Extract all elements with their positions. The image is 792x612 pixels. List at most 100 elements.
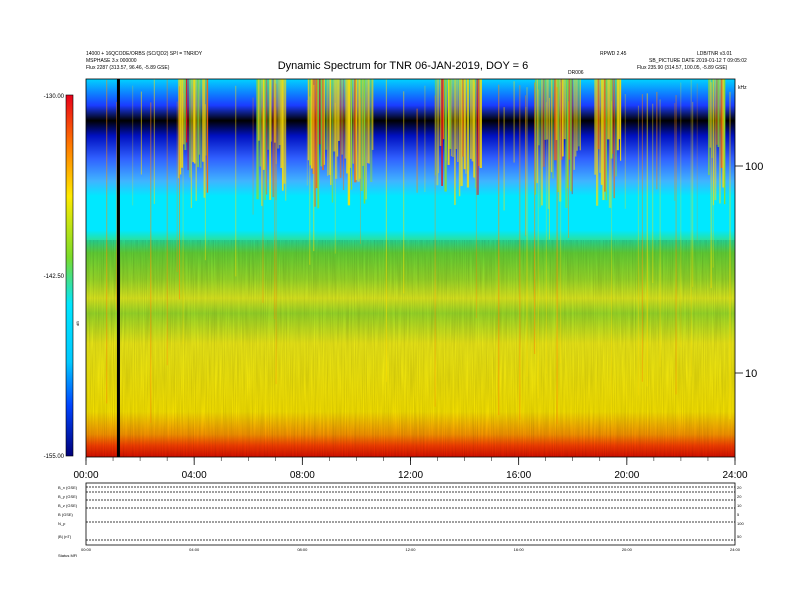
streak: [475, 79, 477, 319]
streak: [534, 82, 536, 354]
burst-stripe: [347, 79, 351, 206]
burst-stripe: [434, 79, 437, 176]
streak: [710, 82, 712, 289]
burst-stripe: [608, 79, 612, 208]
streak: [729, 91, 731, 420]
burst-stripe: [363, 79, 366, 204]
colorbar-label: dB: [75, 321, 80, 326]
burst-stripe: [325, 79, 328, 150]
lower-right-tick-1: 20: [737, 485, 742, 490]
burst-stripe: [320, 79, 323, 167]
streak: [641, 94, 643, 382]
burst-stripe: [269, 79, 272, 200]
burst-stripe: [574, 79, 577, 157]
lower-panels: 00:00 04:00 08:00 12:00 16:00 20:00 24:00: [81, 486, 741, 552]
burst-stripe: [463, 79, 466, 170]
burst-stripe: [602, 79, 605, 201]
x-tick-label: 24:00: [722, 470, 747, 481]
burst-stripe: [557, 79, 560, 193]
burst-stripe: [192, 79, 195, 163]
streak: [556, 87, 558, 425]
right-corner-unit: kHz: [738, 85, 747, 91]
burst-stripe: [318, 79, 321, 145]
y-tick-100: 100: [745, 161, 763, 173]
burst-stripe: [460, 79, 463, 187]
burst-stripe: [534, 79, 537, 195]
burst-stripe: [455, 79, 457, 150]
burst-stripe: [538, 79, 540, 146]
streak: [656, 91, 658, 190]
burst-stripe: [610, 79, 613, 159]
burst-stripe: [281, 79, 284, 191]
burst-stripe: [613, 79, 615, 199]
burst-stripe: [478, 79, 480, 167]
burst-stripe: [195, 79, 197, 201]
burst-stripe: [597, 79, 600, 150]
burst-stripe: [333, 79, 336, 152]
burst-stripe: [444, 79, 447, 192]
burst-stripe: [317, 79, 320, 209]
burst-stripe: [571, 79, 573, 195]
burst-stripe: [454, 79, 456, 206]
streak: [567, 101, 569, 238]
burst-stripe: [568, 79, 571, 160]
burst-stripe: [261, 79, 263, 206]
lower-right-tick-3: 10: [737, 503, 742, 508]
lower-label-5: N_p: [58, 521, 66, 526]
burst-stripe: [471, 79, 474, 162]
burst-stripe: [182, 79, 185, 145]
burst-stripe: [358, 79, 361, 179]
streak: [646, 93, 648, 387]
burst-stripe: [267, 79, 269, 150]
streak: [182, 93, 184, 344]
streak: [416, 108, 418, 193]
burst-stripe: [452, 79, 454, 157]
burst-stripe: [179, 79, 182, 175]
burst-stripe: [370, 79, 373, 182]
streak: [275, 107, 277, 385]
colorbar-tick-bottom: -155.00: [44, 454, 65, 460]
lower-x-tick-label: 08:00: [297, 547, 308, 552]
burst-stripe: [600, 79, 603, 185]
burst-stripe: [270, 79, 273, 142]
streak: [545, 102, 547, 374]
streak: [560, 82, 562, 364]
burst-stripe: [599, 79, 601, 173]
streak: [611, 101, 613, 421]
lower-x-tick-label: 24:00: [730, 547, 741, 552]
burst-stripe: [323, 79, 325, 165]
burst-stripe: [562, 79, 564, 157]
burst-stripe: [177, 79, 180, 179]
streak: [132, 85, 134, 206]
streak: [309, 96, 311, 265]
burst-stripe: [449, 79, 452, 150]
burst-stripe: [458, 79, 461, 197]
burst-stripe: [362, 79, 365, 166]
burst-stripe: [441, 79, 443, 186]
burst-stripe: [611, 79, 614, 154]
burst-stripe: [442, 79, 445, 140]
streak: [179, 86, 181, 300]
burst-stripe: [479, 79, 482, 168]
streak: [150, 102, 152, 423]
streak: [659, 99, 661, 368]
lower-label-4: B (GSE): [58, 512, 74, 517]
streak: [519, 85, 521, 420]
lower-right-tick-5: 100: [737, 521, 744, 526]
burst-stripe: [595, 79, 599, 206]
streak: [434, 95, 436, 407]
burst-stripe: [181, 79, 184, 168]
burst-stripe: [566, 79, 569, 189]
burst-stripe: [198, 79, 200, 155]
burst-stripe: [307, 79, 310, 161]
streak: [424, 85, 426, 193]
burst-stripe: [330, 79, 332, 186]
streak: [153, 79, 155, 204]
burst-stripe: [536, 79, 539, 184]
burst-stripe: [203, 79, 206, 198]
y-tick-10: 10: [745, 368, 757, 380]
streak: [176, 101, 178, 273]
burst-stripe: [711, 79, 713, 158]
header-mid: DR006: [568, 70, 584, 76]
